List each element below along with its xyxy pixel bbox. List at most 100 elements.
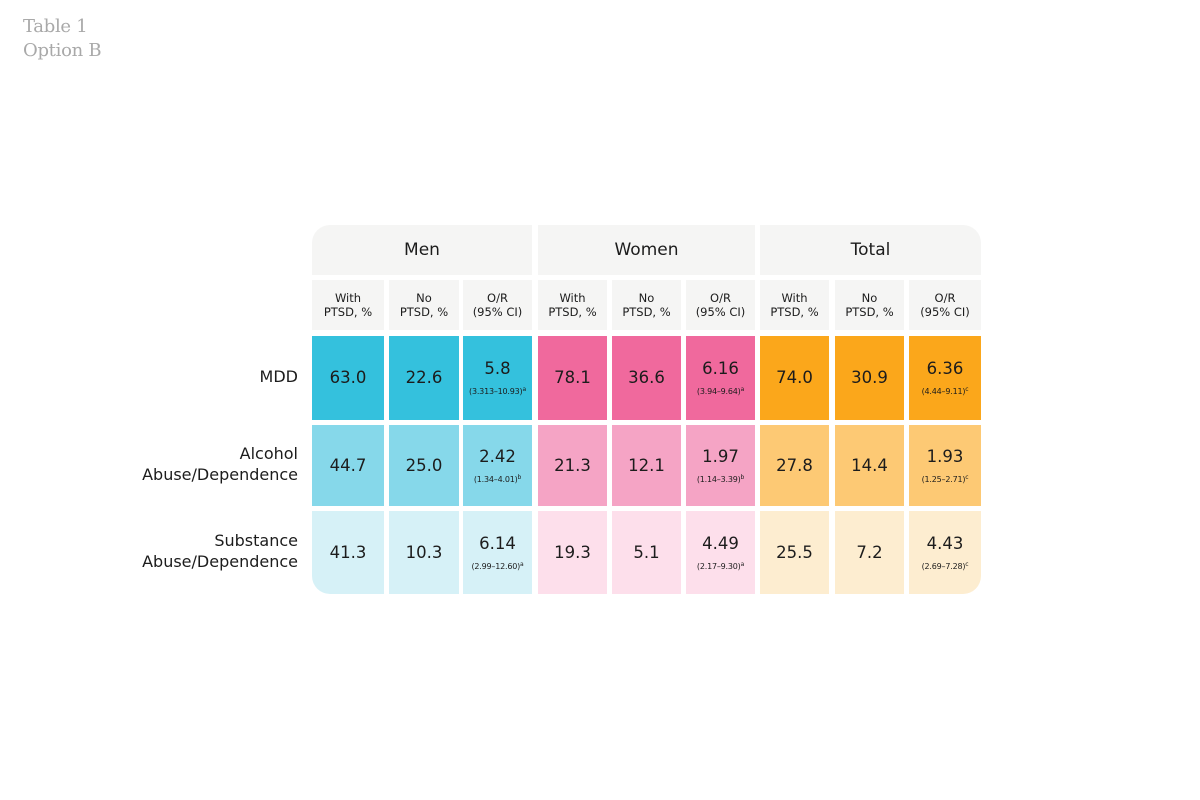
cell-alcohol-abuse-dependence-total-with: 27.8 <box>760 425 829 506</box>
ci-range: (3.313–10.93) <box>469 387 523 396</box>
percent-value: 12.1 <box>628 455 665 475</box>
odds-ratio-value: 1.97 <box>702 446 739 466</box>
ci-range: (2.69–7.28) <box>921 561 966 571</box>
cell-mdd-men-no: 22.6 <box>389 336 459 420</box>
subheader-total-odds-ratio: O/R (95% CI) <box>909 280 981 330</box>
subheader-line2: PTSD, % <box>399 305 449 319</box>
odds-ratio-value: 6.16 <box>702 359 739 378</box>
caption-subtitle: Option B <box>23 40 102 61</box>
confidence-interval: (1.34–4.01)b <box>474 472 521 485</box>
subheader-line2: (95% CI) <box>472 305 523 319</box>
cell-alcohol-abuse-dependence-men-with: 44.7 <box>312 425 384 506</box>
ci-range: (1.25–2.71) <box>921 474 966 484</box>
subheader-line2: PTSD, % <box>770 305 819 319</box>
percent-value: 74.0 <box>776 368 813 387</box>
caption-title: Table 1 <box>23 16 88 37</box>
group-header-label: Women <box>614 240 679 260</box>
group-header-men: Men <box>312 225 532 275</box>
ci-range: (2.17–9.30) <box>696 561 741 571</box>
percent-value: 27.8 <box>776 455 813 475</box>
significance-footnote-marker: a <box>740 386 745 393</box>
cell-alcohol-abuse-dependence-men-no: 25.0 <box>389 425 459 506</box>
cell-mdd-total-with: 74.0 <box>760 336 829 420</box>
percent-value: 41.3 <box>329 542 367 562</box>
row-label-line1: Substance <box>214 530 298 550</box>
subheader-women-no-ptsd: No PTSD, % <box>612 280 681 330</box>
subheader-line1: No <box>638 291 655 305</box>
cell-substance-abuse-dependence-total-or: 4.43 (2.69–7.28)c <box>909 511 981 594</box>
significance-footnote-marker: b <box>740 473 745 481</box>
significance-footnote-marker: a <box>740 560 745 568</box>
subheader-line1: No <box>416 291 432 305</box>
significance-footnote-marker: b <box>517 473 522 481</box>
subheader-men-no-ptsd: No PTSD, % <box>389 280 459 330</box>
subheader-women-with-ptsd: With PTSD, % <box>538 280 607 330</box>
significance-footnote-marker: c <box>965 473 969 481</box>
cell-substance-abuse-dependence-men-or: 6.14 (2.99–12.60)a <box>463 511 532 594</box>
subheader-line1: With <box>559 291 586 305</box>
subheader-line2: PTSD, % <box>845 305 894 319</box>
cell-mdd-total-no: 30.9 <box>835 336 904 420</box>
cell-mdd-women-no: 36.6 <box>612 336 681 420</box>
ci-range: (3.94–9.64) <box>696 387 741 396</box>
odds-ratio-value: 6.36 <box>926 359 964 378</box>
table-caption: Table 1 Option B <box>23 15 102 63</box>
group-header-total: Total <box>760 225 981 275</box>
percent-value: 30.9 <box>851 368 888 387</box>
subheader-line1: O/R <box>487 291 508 305</box>
cell-substance-abuse-dependence-women-or: 4.49 (2.17–9.30)a <box>686 511 755 594</box>
cell-alcohol-abuse-dependence-women-with: 21.3 <box>538 425 607 506</box>
subheader-line1: O/R <box>934 291 956 305</box>
percent-value: 78.1 <box>554 368 591 387</box>
odds-ratio-value: 6.14 <box>479 533 516 553</box>
percent-value: 5.1 <box>633 542 660 562</box>
confidence-interval: (1.14–3.39)b <box>697 472 744 485</box>
row-label-line1: MDD <box>259 366 298 386</box>
percent-value: 21.3 <box>554 455 591 475</box>
percent-value: 7.2 <box>856 542 883 562</box>
percent-value: 19.3 <box>554 542 591 562</box>
row-label-substance-abuse-dependence: Substance Abuse/Dependence <box>142 530 298 572</box>
subheader-line2: PTSD, % <box>622 305 671 319</box>
subheader-line2: (95% CI) <box>695 305 746 319</box>
percent-value: 22.6 <box>405 368 443 387</box>
subheader-men-odds-ratio: O/R (95% CI) <box>463 280 532 330</box>
subheader-line1: With <box>334 291 362 305</box>
confidence-interval: (2.17–9.30)a <box>697 559 744 572</box>
ci-range: (1.14–3.39) <box>696 474 741 484</box>
confidence-interval: (2.99–12.60)a <box>471 559 523 572</box>
cell-mdd-men-or: 5.8 (3.313–10.93)a <box>463 336 532 420</box>
cell-substance-abuse-dependence-men-with: 41.3 <box>312 511 384 594</box>
ci-range: (2.99–12.60) <box>471 561 521 571</box>
cell-mdd-women-or: 6.16 (3.94–9.64)a <box>686 336 755 420</box>
cell-substance-abuse-dependence-total-no: 7.2 <box>835 511 904 594</box>
significance-footnote-marker: c <box>965 560 969 568</box>
percent-value: 14.4 <box>851 455 888 475</box>
odds-ratio-value: 2.42 <box>479 446 516 466</box>
cell-mdd-total-or: 6.36 (4.44–9.11)c <box>909 336 981 420</box>
ci-range: (4.44–9.11) <box>921 387 966 396</box>
significance-footnote-marker: a <box>520 560 524 568</box>
row-label-mdd: MDD <box>260 366 298 387</box>
cell-substance-abuse-dependence-women-with: 19.3 <box>538 511 607 594</box>
odds-ratio-value: 5.8 <box>484 359 511 378</box>
odds-ratio-value: 1.93 <box>926 446 964 466</box>
cell-alcohol-abuse-dependence-total-no: 14.4 <box>835 425 904 506</box>
subheader-women-odds-ratio: O/R (95% CI) <box>686 280 755 330</box>
row-label-line2: Abuse/Dependence <box>142 464 298 484</box>
percent-value: 63.0 <box>329 368 367 387</box>
subheader-total-with-ptsd: With PTSD, % <box>760 280 829 330</box>
group-header-women: Women <box>538 225 755 275</box>
confidence-interval: (1.25–2.71)c <box>922 472 969 485</box>
percent-value: 25.0 <box>405 455 443 475</box>
percent-value: 25.5 <box>776 542 813 562</box>
cell-alcohol-abuse-dependence-women-or: 1.97 (1.14–3.39)b <box>686 425 755 506</box>
subheader-line2: PTSD, % <box>323 305 373 319</box>
cell-alcohol-abuse-dependence-total-or: 1.93 (1.25–2.71)c <box>909 425 981 506</box>
cell-alcohol-abuse-dependence-women-no: 12.1 <box>612 425 681 506</box>
subheader-men-with-ptsd: With PTSD, % <box>312 280 384 330</box>
cell-substance-abuse-dependence-women-no: 5.1 <box>612 511 681 594</box>
confidence-interval: (3.313–10.93)a <box>469 384 526 397</box>
odds-ratio-value: 4.43 <box>926 533 964 553</box>
subheader-line1: O/R <box>710 291 731 305</box>
